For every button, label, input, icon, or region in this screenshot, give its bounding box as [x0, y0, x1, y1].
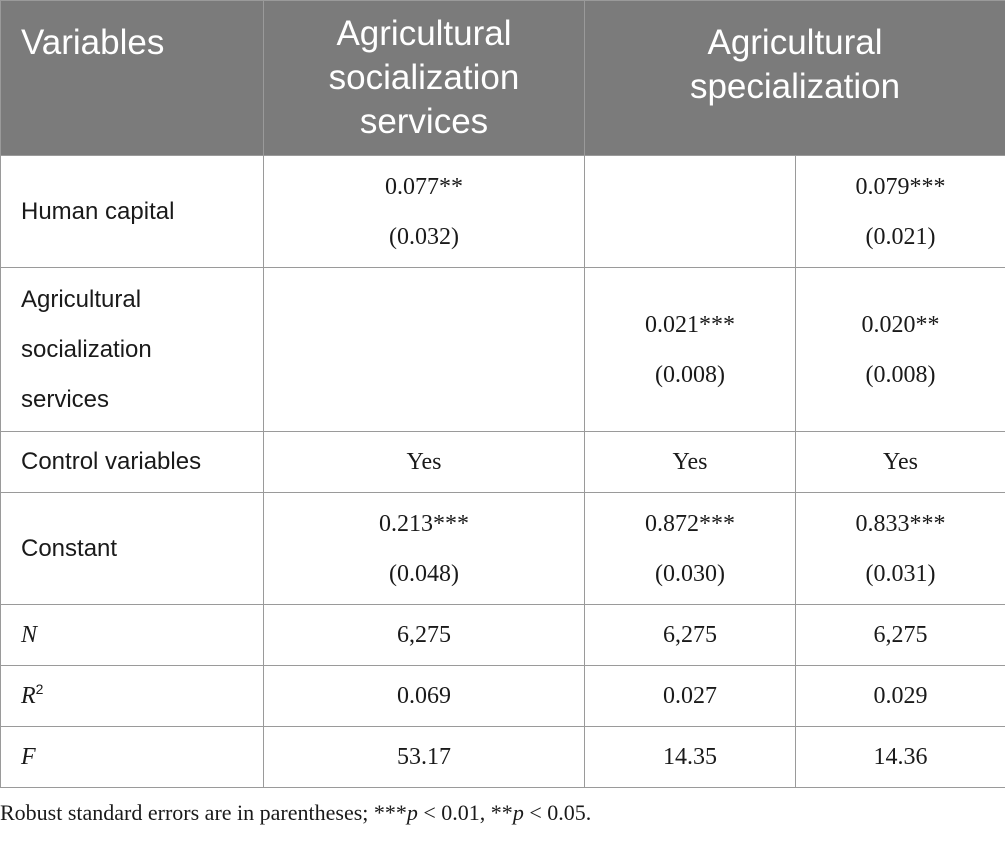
row-label: Control variables [0, 431, 264, 493]
cell: 0.027 [584, 665, 796, 727]
row-label-line: socialization [21, 335, 152, 363]
note-p: p [406, 800, 418, 825]
cell: 0.029 [794, 665, 1005, 727]
row-label-line: services [21, 385, 110, 413]
standard-error: (0.031) [865, 560, 936, 587]
row-label: R2 [0, 665, 264, 727]
row-label-line: Agricultural [21, 285, 142, 313]
cell: 14.36 [794, 726, 1005, 788]
coefficient: 0.872*** [645, 510, 735, 537]
coefficient: 0.021*** [645, 311, 735, 338]
row-r-squared: R2 0.069 0.027 0.029 [0, 665, 1005, 727]
cell: Yes [263, 431, 585, 493]
standard-error: (0.032) [389, 223, 459, 250]
cell: 6,275 [263, 604, 585, 666]
cell: Yes [794, 431, 1005, 493]
row-label-italic: R [21, 683, 36, 709]
row-label: Human capital [0, 155, 264, 268]
coefficient: 0.213*** [379, 510, 469, 537]
row-socialization-services: Agricultural socialization services 0.02… [0, 267, 1005, 432]
header-row: Variables Agricultural socialization ser… [0, 0, 1005, 156]
row-label-italic: N [21, 622, 38, 648]
row-constant: Constant 0.213*** (0.048) 0.872*** (0.03… [0, 492, 1005, 605]
row-label: F [0, 726, 264, 788]
row-label: Agricultural socialization services [0, 267, 264, 432]
note-text: Robust standard errors are in parenthese… [0, 800, 407, 825]
cell: 0.077** (0.032) [263, 155, 585, 268]
coefficient: 0.079*** [855, 173, 946, 200]
standard-error: (0.021) [865, 223, 936, 250]
note-text: < 0.01, ** [417, 800, 513, 825]
regression-table: Variables Agricultural socialization ser… [0, 0, 1005, 788]
cell [263, 267, 585, 432]
cell: 0.872*** (0.030) [584, 492, 796, 605]
row-control-variables: Control variables Yes Yes Yes [0, 431, 1005, 493]
standard-error: (0.008) [655, 361, 725, 388]
cell [584, 155, 796, 268]
cell: 0.021*** (0.008) [584, 267, 796, 432]
standard-error: (0.030) [655, 560, 725, 587]
header-variables: Variables [0, 0, 264, 156]
note-p: p [512, 800, 524, 825]
coefficient: 0.020** [861, 311, 940, 338]
row-label-italic: F [21, 744, 36, 770]
note-text: < 0.05. [523, 800, 592, 825]
coefficient: 0.833*** [855, 510, 946, 537]
row-label: Constant [0, 492, 264, 605]
cell: 0.213*** (0.048) [263, 492, 585, 605]
cell: 0.069 [263, 665, 585, 727]
row-label: N [0, 604, 264, 666]
row-f: F 53.17 14.35 14.36 [0, 726, 1005, 788]
row-n: N 6,275 6,275 6,275 [0, 604, 1005, 666]
cell: 0.833*** (0.031) [794, 492, 1005, 605]
cell: 14.35 [584, 726, 796, 788]
coefficient: 0.077** [385, 173, 463, 200]
row-human-capital: Human capital 0.077** (0.032) 0.079*** (… [0, 155, 1005, 268]
cell: 0.079*** (0.021) [794, 155, 1005, 268]
header-specialization: Agricultural specialization [583, 0, 1005, 156]
cell: 0.020** (0.008) [794, 267, 1005, 432]
cell: 6,275 [584, 604, 796, 666]
superscript: 2 [35, 681, 44, 697]
standard-error: (0.008) [865, 361, 936, 388]
cell: 53.17 [263, 726, 585, 788]
cell: 6,275 [794, 604, 1005, 666]
header-socialization: Agricultural socialization services [263, 0, 585, 156]
standard-error: (0.048) [389, 560, 459, 587]
table-footnote: Robust standard errors are in parenthese… [0, 798, 591, 828]
cell: Yes [584, 431, 796, 493]
